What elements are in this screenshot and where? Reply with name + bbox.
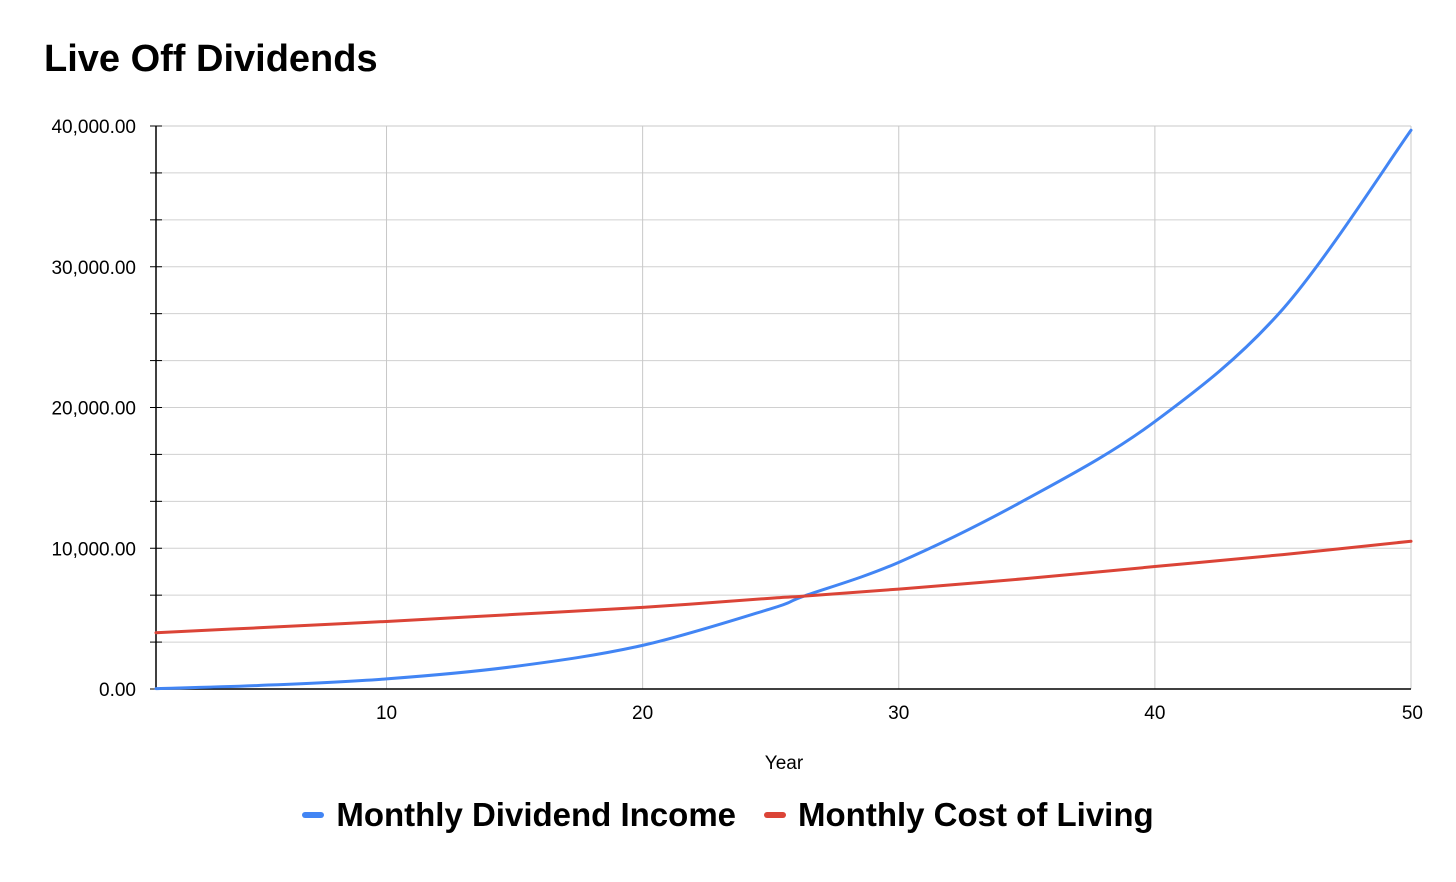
y-tick-label: 10,000.00	[51, 539, 136, 560]
axes	[150, 125, 1411, 690]
y-tick-label: 0.00	[99, 680, 136, 701]
x-tick-label: 10	[376, 703, 397, 724]
legend-label-dividend-income: Monthly Dividend Income	[336, 796, 737, 833]
x-axis-title: Year	[765, 753, 804, 774]
legend-label-cost-of-living: Monthly Cost of Living	[798, 796, 1154, 833]
chart-title: Live Off Dividends	[44, 38, 378, 80]
tick-labels: 0.00 10,000.00 20,000.00 30,000.00 40,000.00…	[51, 117, 1423, 724]
line-chart: 0.00 10,000.00 20,000.00 30,000.00 40,000.00…	[51, 117, 1423, 774]
x-tick-label: 30	[888, 703, 909, 724]
y-tick-label: 30,000.00	[51, 258, 136, 279]
legend-item-dividend-income[interactable]: Monthly Dividend Income	[302, 796, 736, 834]
grid-lines	[156, 125, 1412, 689]
y-tick-label: 40,000.00	[51, 117, 136, 138]
legend: Monthly Dividend Income Monthly Cost of …	[0, 796, 1456, 834]
x-tick-label: 40	[1144, 703, 1165, 724]
y-tick-label: 20,000.00	[51, 399, 136, 420]
series-line-cost-of-living	[154, 539, 1413, 635]
series-lines	[154, 128, 1413, 691]
x-tick-label: 50	[1402, 703, 1423, 724]
series-line-dividend-income	[154, 128, 1413, 691]
legend-swatch-dividend-income	[302, 812, 325, 818]
legend-item-cost-of-living[interactable]: Monthly Cost of Living	[764, 796, 1154, 834]
legend-swatch-cost-of-living	[764, 812, 787, 818]
x-tick-label: 20	[632, 703, 653, 724]
